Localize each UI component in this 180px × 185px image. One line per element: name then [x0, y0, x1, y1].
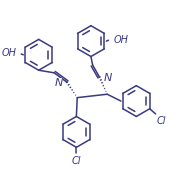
Text: N: N [54, 78, 63, 88]
Text: Cl: Cl [156, 117, 166, 127]
Text: OH: OH [1, 48, 16, 58]
Text: Cl: Cl [72, 156, 81, 166]
Text: OH: OH [113, 35, 128, 45]
Text: N: N [104, 73, 112, 83]
